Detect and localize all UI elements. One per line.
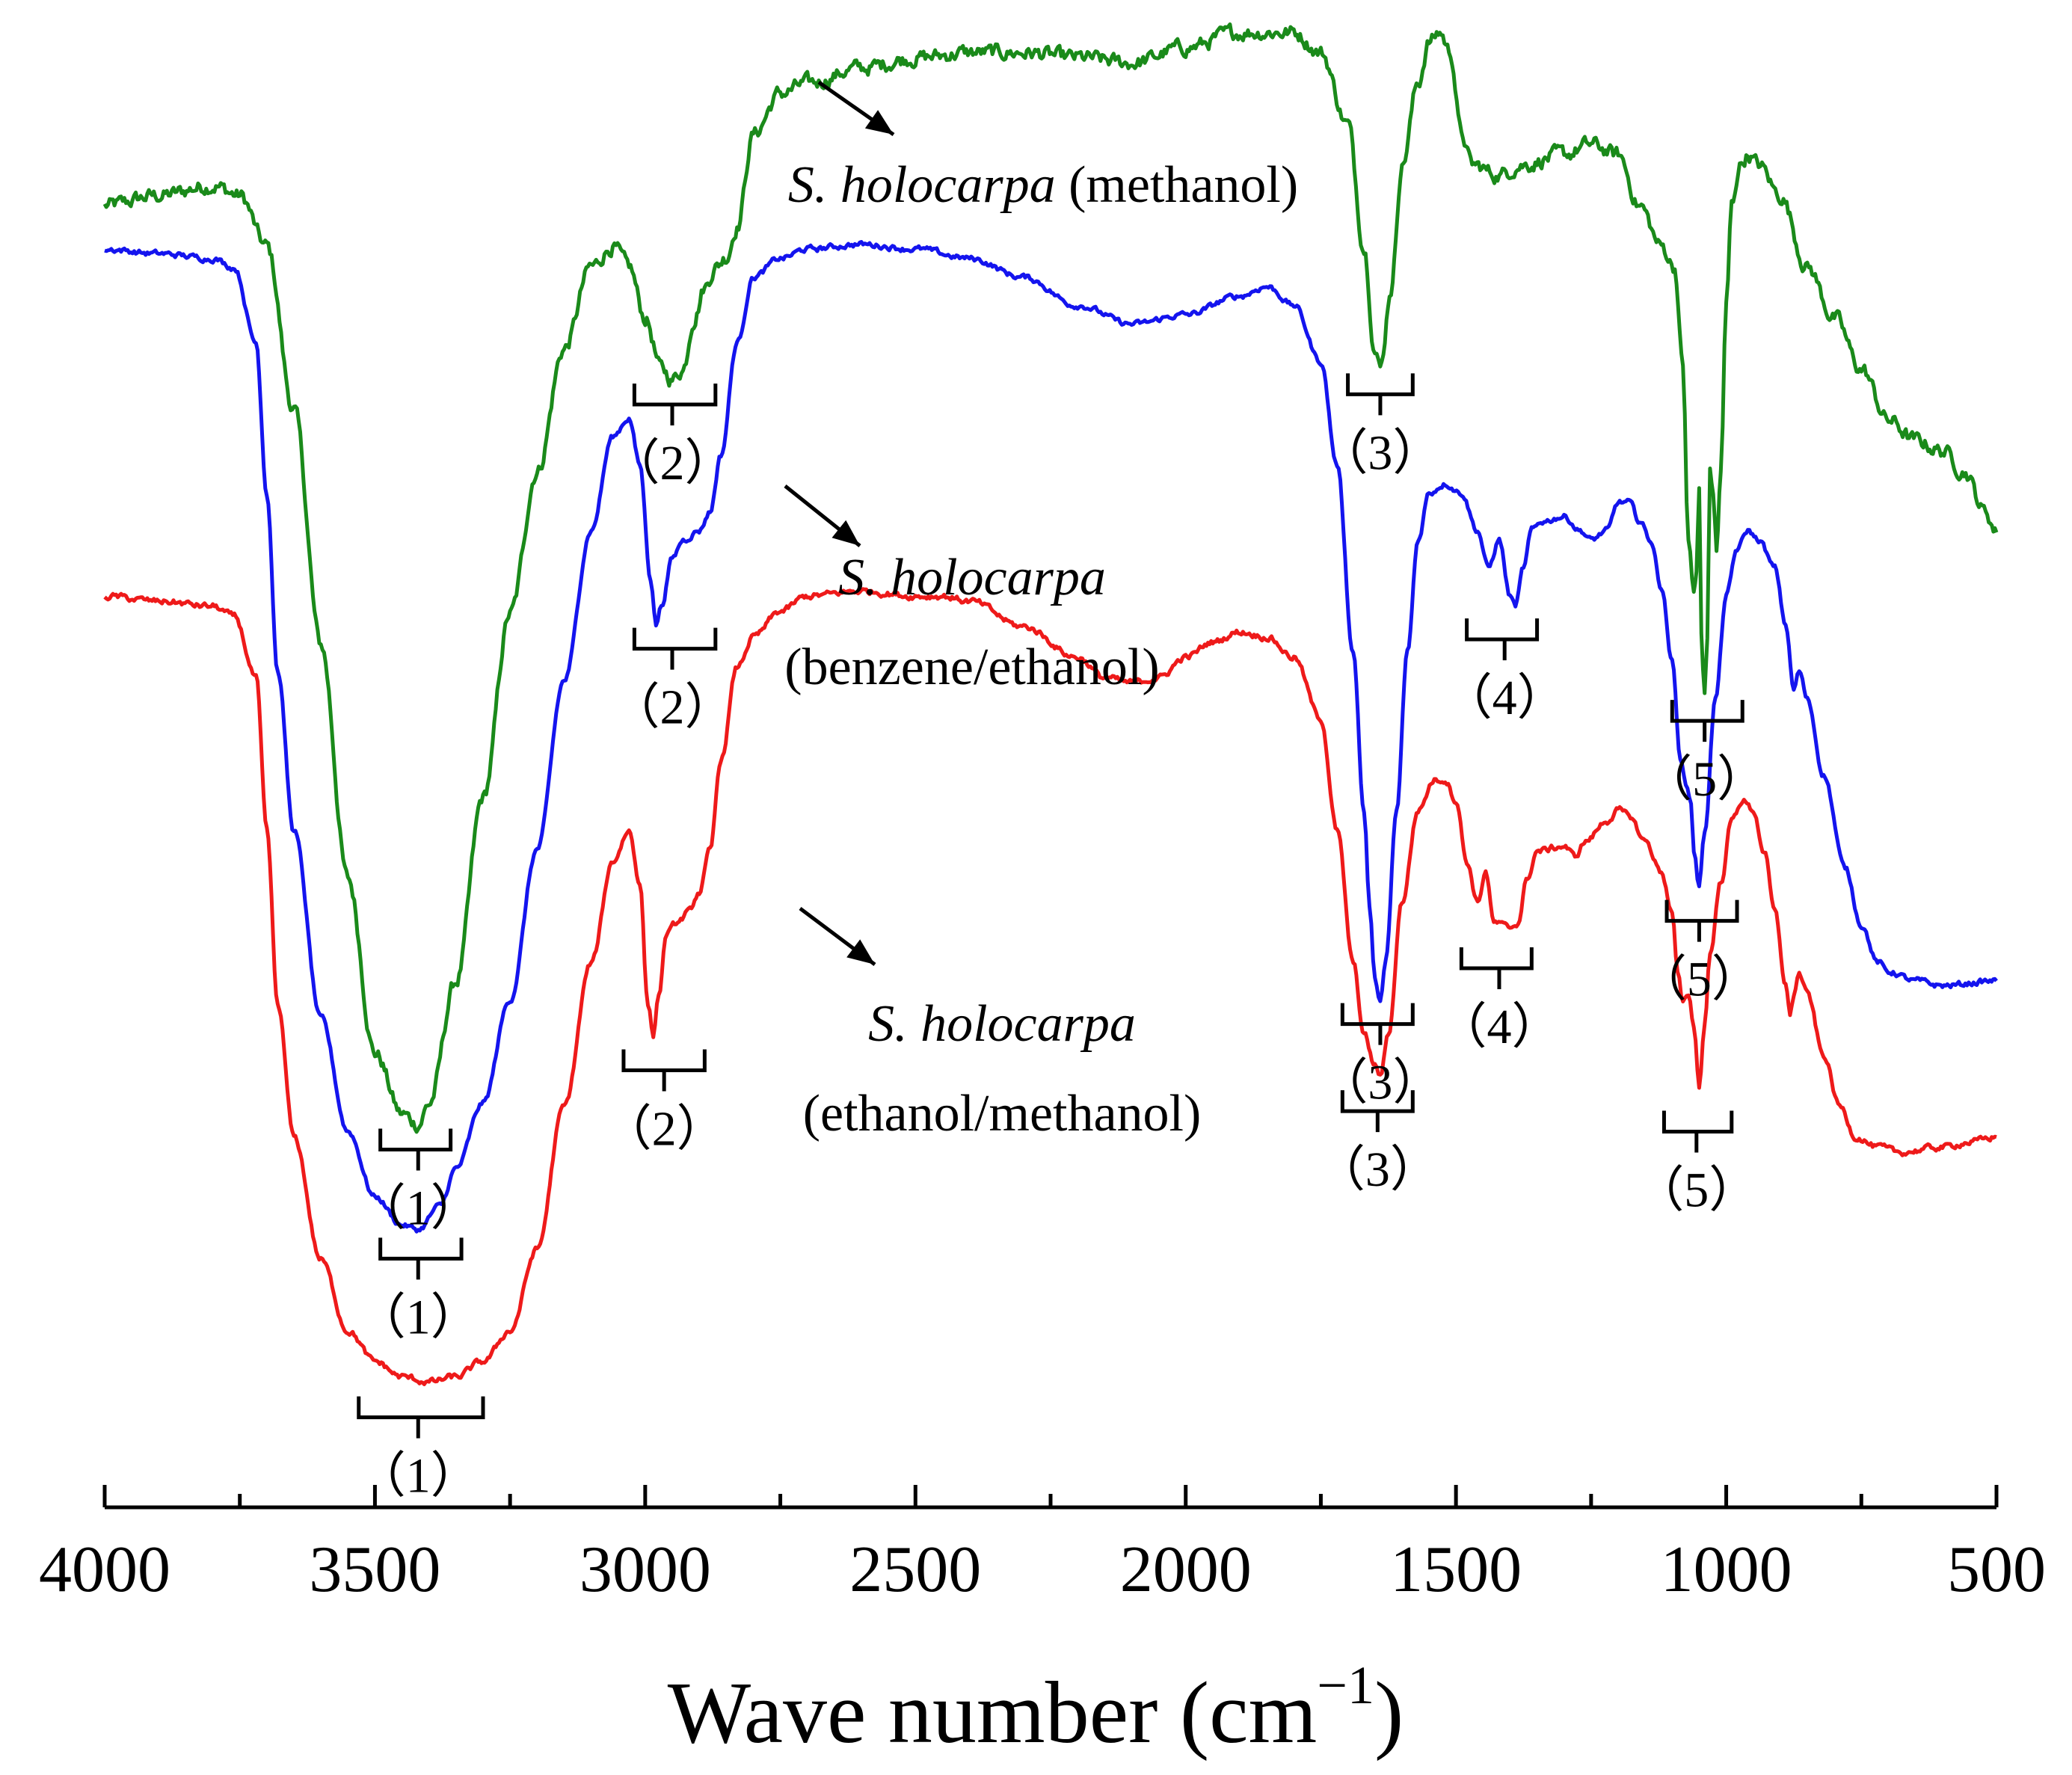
peak-bracket xyxy=(1661,1110,1734,1153)
peak-bracket xyxy=(632,627,718,670)
peak-number: （2） xyxy=(611,680,734,735)
peak-bracket xyxy=(1465,618,1540,661)
peak-bracket xyxy=(621,1049,707,1092)
peak-label-2-3: （3） xyxy=(1318,1003,1442,1110)
peak-label-3-4: （4） xyxy=(1437,947,1561,1054)
species-name: S. holocarpa xyxy=(788,156,1056,214)
x-axis-title-main: Wave number (cm xyxy=(668,1664,1318,1762)
peak-bracket xyxy=(1340,1090,1415,1133)
peak-bracket xyxy=(1340,1003,1415,1045)
peak-number: （3） xyxy=(1318,425,1442,480)
series-line-3 xyxy=(103,587,1997,1386)
x-tick-label: 2500 xyxy=(849,1533,981,1606)
x-tick-label: 4000 xyxy=(39,1533,170,1606)
x-axis-title-superscript: −1 xyxy=(1317,1655,1374,1715)
peak-label-1-1: （1） xyxy=(357,1128,480,1235)
peak-number: （5） xyxy=(1638,953,1761,1007)
peak-bracket xyxy=(357,1396,485,1439)
peak-bracket xyxy=(632,384,718,425)
series-layer xyxy=(102,22,1999,1386)
arrow-head xyxy=(864,110,894,135)
peak-label-3-3: （3） xyxy=(1316,1090,1439,1197)
arrow-head xyxy=(831,520,860,546)
peak-label-2-2: （2） xyxy=(611,627,734,735)
species-name: S. holocarpa xyxy=(868,995,1136,1053)
solvent-name: (benzene/ethanol) xyxy=(784,639,1159,696)
peak-bracket xyxy=(378,1237,464,1280)
x-axis-title: Wave number (cm−1) xyxy=(668,1655,1404,1762)
peak-number: （1） xyxy=(357,1449,480,1504)
peak-number: （3） xyxy=(1316,1142,1439,1197)
series-line-1 xyxy=(102,22,1999,1134)
peak-label-3-1: （1） xyxy=(357,1396,485,1504)
peak-label-1-4: （5） xyxy=(1643,700,1766,807)
peak-bracket xyxy=(1346,373,1415,416)
series-label-text: S. holocarpa (methanol) xyxy=(788,156,1298,214)
peak-number: （1） xyxy=(357,1181,480,1235)
peak-label-2-1: （1） xyxy=(357,1237,480,1344)
peak-bracket xyxy=(1670,700,1744,742)
species-name: S. holocarpa xyxy=(838,549,1106,606)
x-axis-title-close: ) xyxy=(1374,1664,1404,1762)
peak-label-1-3: （3） xyxy=(1318,373,1442,480)
peak-bracket xyxy=(1664,899,1739,942)
annotation-layer: （1） （2） （3） （5） S. holocarpa (methanol) （1） （2… xyxy=(357,80,1766,1504)
peak-number: （4） xyxy=(1437,1000,1561,1054)
peak-number: （5） xyxy=(1643,752,1766,807)
series-label-3: S. holocarpa (ethanol/methanol) xyxy=(799,907,1202,1142)
peak-number: （3） xyxy=(1318,1056,1442,1110)
series-label-2: S. holocarpa (benzene/ethanol) xyxy=(784,484,1160,696)
arrow-head xyxy=(846,939,875,965)
solvent-name: (ethanol/methanol) xyxy=(803,1085,1202,1142)
peak-number: （1） xyxy=(357,1290,480,1344)
peak-number: （2） xyxy=(611,436,734,490)
peak-label-2-5: （5） xyxy=(1638,899,1761,1007)
peak-label-1-2: （2） xyxy=(611,384,734,490)
peak-bracket xyxy=(378,1128,453,1171)
x-tick-label: 1500 xyxy=(1390,1533,1522,1606)
peak-label-2-4: （4） xyxy=(1443,618,1567,725)
x-tick-label: 3500 xyxy=(309,1533,440,1606)
peak-number: （5） xyxy=(1635,1163,1758,1217)
x-tick-label: 500 xyxy=(1947,1533,2046,1606)
series-line-2 xyxy=(104,240,1998,1234)
x-tick-label: 3000 xyxy=(580,1533,711,1606)
peak-number: （2） xyxy=(603,1102,726,1157)
solvent-name: (methanol) xyxy=(1056,156,1299,214)
x-axis: 4000 3500 3000 2500 2000 1500 1000 500 xyxy=(39,1485,2046,1606)
series-label-1: S. holocarpa (methanol) xyxy=(788,80,1298,214)
peak-label-3-5: （5） xyxy=(1635,1110,1758,1217)
peak-number: （4） xyxy=(1443,671,1567,725)
x-tick-label: 2000 xyxy=(1120,1533,1252,1606)
peak-bracket xyxy=(1459,947,1534,990)
x-tick-label: 1000 xyxy=(1661,1533,1792,1606)
peak-label-3-2: （2） xyxy=(603,1049,726,1157)
